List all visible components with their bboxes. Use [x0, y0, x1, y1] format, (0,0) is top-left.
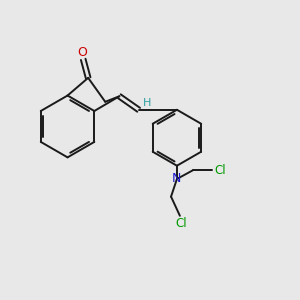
Text: O: O — [77, 46, 87, 59]
Text: Cl: Cl — [215, 164, 226, 177]
Text: H: H — [143, 98, 152, 108]
Text: Cl: Cl — [176, 217, 187, 230]
Text: N: N — [172, 172, 182, 185]
